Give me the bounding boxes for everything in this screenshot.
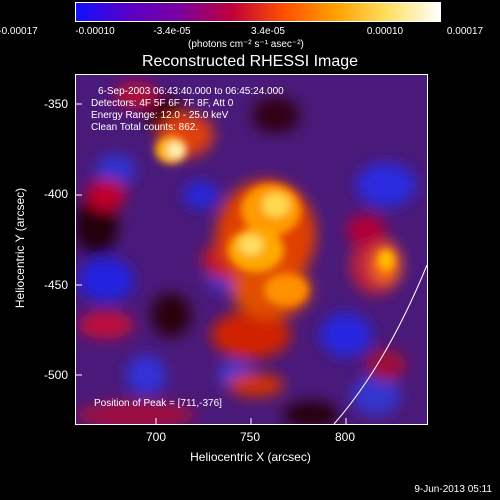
detectors-info: Detectors: 4F 5F 6F 7F 8F, Att 0 [91,98,234,109]
image-title: Reconstructed RHESSI Image [141,53,359,70]
x-tick-label: 800 [334,430,356,444]
colorbar-tick: 3.4e-05 [251,26,285,37]
colorbar-tick: 0.00017 [446,26,484,37]
time-range: 6-Sep-2003 06:43:40.000 to 06:45:24.000 [98,86,284,97]
colorbar-tick: 0.00010 [366,26,404,37]
y-tick-label: -400 [43,187,68,201]
generation-date: 9-Jun-2013 05:11 [414,484,492,495]
y-axis-label: Heliocentric Y (arcsec) [13,187,27,309]
colorbar-tick: -0.00017 [0,26,38,37]
x-axis-label: Heliocentric X (arcsec) [190,450,311,464]
colorbar-tick: -0.00010 [75,26,115,37]
x-tick-label: 700 [145,430,167,444]
x-tick-label: 750 [239,430,261,444]
colorbar-tick: -3.4e-05 [153,26,191,37]
clean-counts: Clean Total counts: 862. [91,122,199,133]
y-tick-label: -500 [43,368,68,382]
energy-range: Energy Range: 12.0 - 25.0 keV [91,110,229,121]
rhessi-image [76,75,427,424]
rhessi-image-plot: 6-Sep-2003 06:43:40.000 to 06:45:24.000 … [75,74,428,425]
colorbar [75,2,441,22]
y-tick-label: -450 [43,278,68,292]
colorbar-unit: (photons cm⁻² s⁻¹ asec⁻²) [188,39,304,50]
y-tick-label: -350 [43,97,68,111]
peak-position: Position of Peak = [711,-376] [94,398,222,409]
